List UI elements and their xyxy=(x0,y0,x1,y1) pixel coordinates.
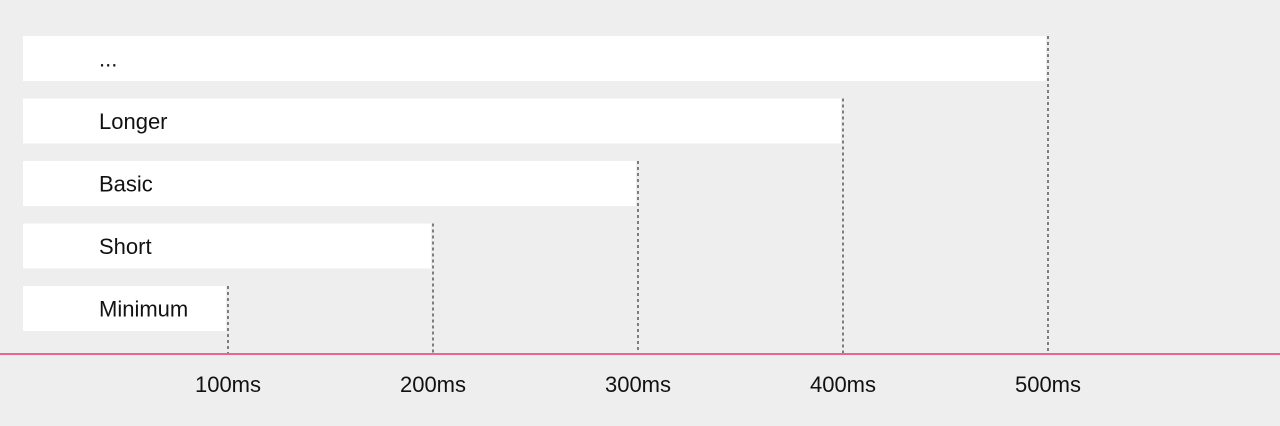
x-tick-label-100: 100ms xyxy=(195,372,261,397)
bar-short xyxy=(23,223,431,269)
x-tick-label-200: 200ms xyxy=(400,372,466,397)
bar-basic xyxy=(23,161,636,206)
bar-label-longer: Longer xyxy=(99,109,168,134)
bar-label-basic: Basic xyxy=(99,172,153,197)
bar-label-more: ... xyxy=(99,47,117,72)
x-tick-label-300: 300ms xyxy=(605,372,671,397)
bar-minimum xyxy=(23,286,226,331)
x-tick-label-500: 500ms xyxy=(1015,372,1081,397)
bar-label-minimum: Minimum xyxy=(99,297,188,322)
bar-label-short: Short xyxy=(99,234,152,259)
bar-longer xyxy=(23,98,841,144)
bar-more xyxy=(23,36,1046,81)
x-tick-label-400: 400ms xyxy=(810,372,876,397)
